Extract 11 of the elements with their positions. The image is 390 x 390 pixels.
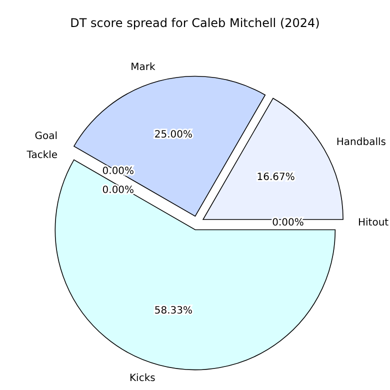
chart-title: DT score spread for Caleb Mitchell (2024) xyxy=(69,16,321,30)
category-label: Tackle xyxy=(26,150,58,162)
data-label: 58.33% xyxy=(154,305,193,316)
slice-label: Mark xyxy=(130,62,156,73)
text: 0.00% xyxy=(272,218,304,228)
category-label: Goal xyxy=(34,131,58,142)
slice-label: Handballs xyxy=(336,136,386,148)
category-label: Hitout xyxy=(358,218,389,228)
data-label: 16.67% xyxy=(256,172,295,183)
slice-label: Kicks xyxy=(130,373,156,384)
data-label: 25.00% xyxy=(154,130,192,141)
